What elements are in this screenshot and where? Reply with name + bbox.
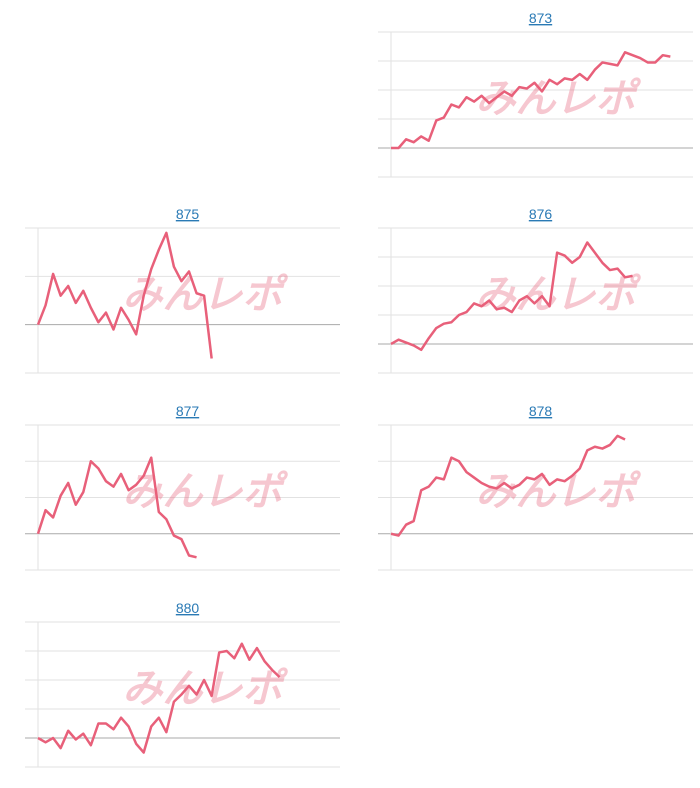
data-line xyxy=(37,642,281,754)
chart-title-link[interactable]: 875 xyxy=(176,206,200,222)
data-line xyxy=(36,231,213,359)
watermark: みんレポ xyxy=(476,470,642,514)
chart-title-link[interactable]: 880 xyxy=(176,600,200,616)
chart-title-link[interactable]: 876 xyxy=(529,206,553,222)
data-line xyxy=(390,241,633,352)
watermark: みんレポ xyxy=(476,273,642,317)
chart-title-link[interactable]: 878 xyxy=(529,403,553,419)
watermark: みんレポ xyxy=(123,667,289,711)
chart-title-link[interactable]: 873 xyxy=(529,10,553,26)
data-line xyxy=(391,51,671,150)
chart-title-link[interactable]: 877 xyxy=(176,403,200,419)
data-line xyxy=(390,434,626,537)
data-line xyxy=(36,456,197,559)
watermark: みんレポ xyxy=(123,470,289,514)
